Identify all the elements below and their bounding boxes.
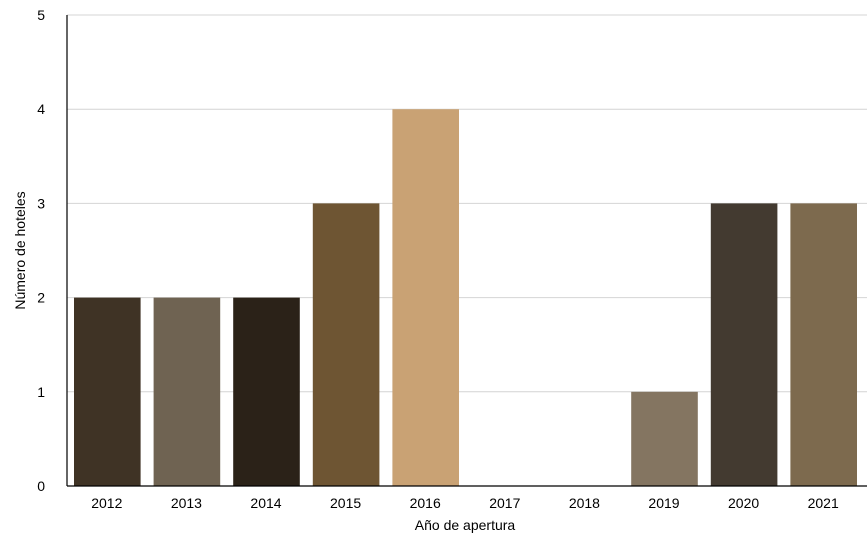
bar-2015 [312, 203, 380, 486]
bar-2013 [153, 297, 221, 486]
x-tick-label: 2018 [569, 495, 600, 511]
x-tick-labels: 2012 2013 2014 2015 2016 2017 2018 2019 2020 2021 [91, 495, 839, 511]
bars [74, 109, 857, 486]
x-tick-label: 2012 [91, 495, 122, 511]
y-tick-label: 2 [37, 290, 45, 306]
y-tick-label: 0 [37, 478, 45, 494]
y-tick-label: 5 [37, 7, 45, 23]
y-tick-label: 3 [37, 195, 45, 211]
y-tick-label: 1 [37, 384, 45, 400]
bar-2016 [392, 109, 459, 486]
bar-2014 [233, 297, 300, 486]
bar-2021 [790, 203, 857, 486]
x-axis-title: Año de apertura [415, 517, 516, 533]
x-tick-label: 2017 [489, 495, 520, 511]
x-tick-label: 2021 [808, 495, 839, 511]
x-tick-label: 2015 [330, 495, 361, 511]
bar-2020 [710, 203, 778, 486]
y-axis-title: Número de hoteles [12, 191, 28, 309]
x-tick-label: 2013 [171, 495, 202, 511]
y-tick-label: 4 [37, 101, 45, 117]
x-tick-label: 2014 [250, 495, 281, 511]
x-tick-label: 2016 [410, 495, 441, 511]
bar-2012 [74, 297, 141, 486]
x-tick-label: 2020 [728, 495, 759, 511]
bar-2019 [631, 391, 698, 486]
y-tick-labels: 0 1 2 3 4 5 [37, 7, 45, 494]
x-tick-label: 2019 [648, 495, 679, 511]
